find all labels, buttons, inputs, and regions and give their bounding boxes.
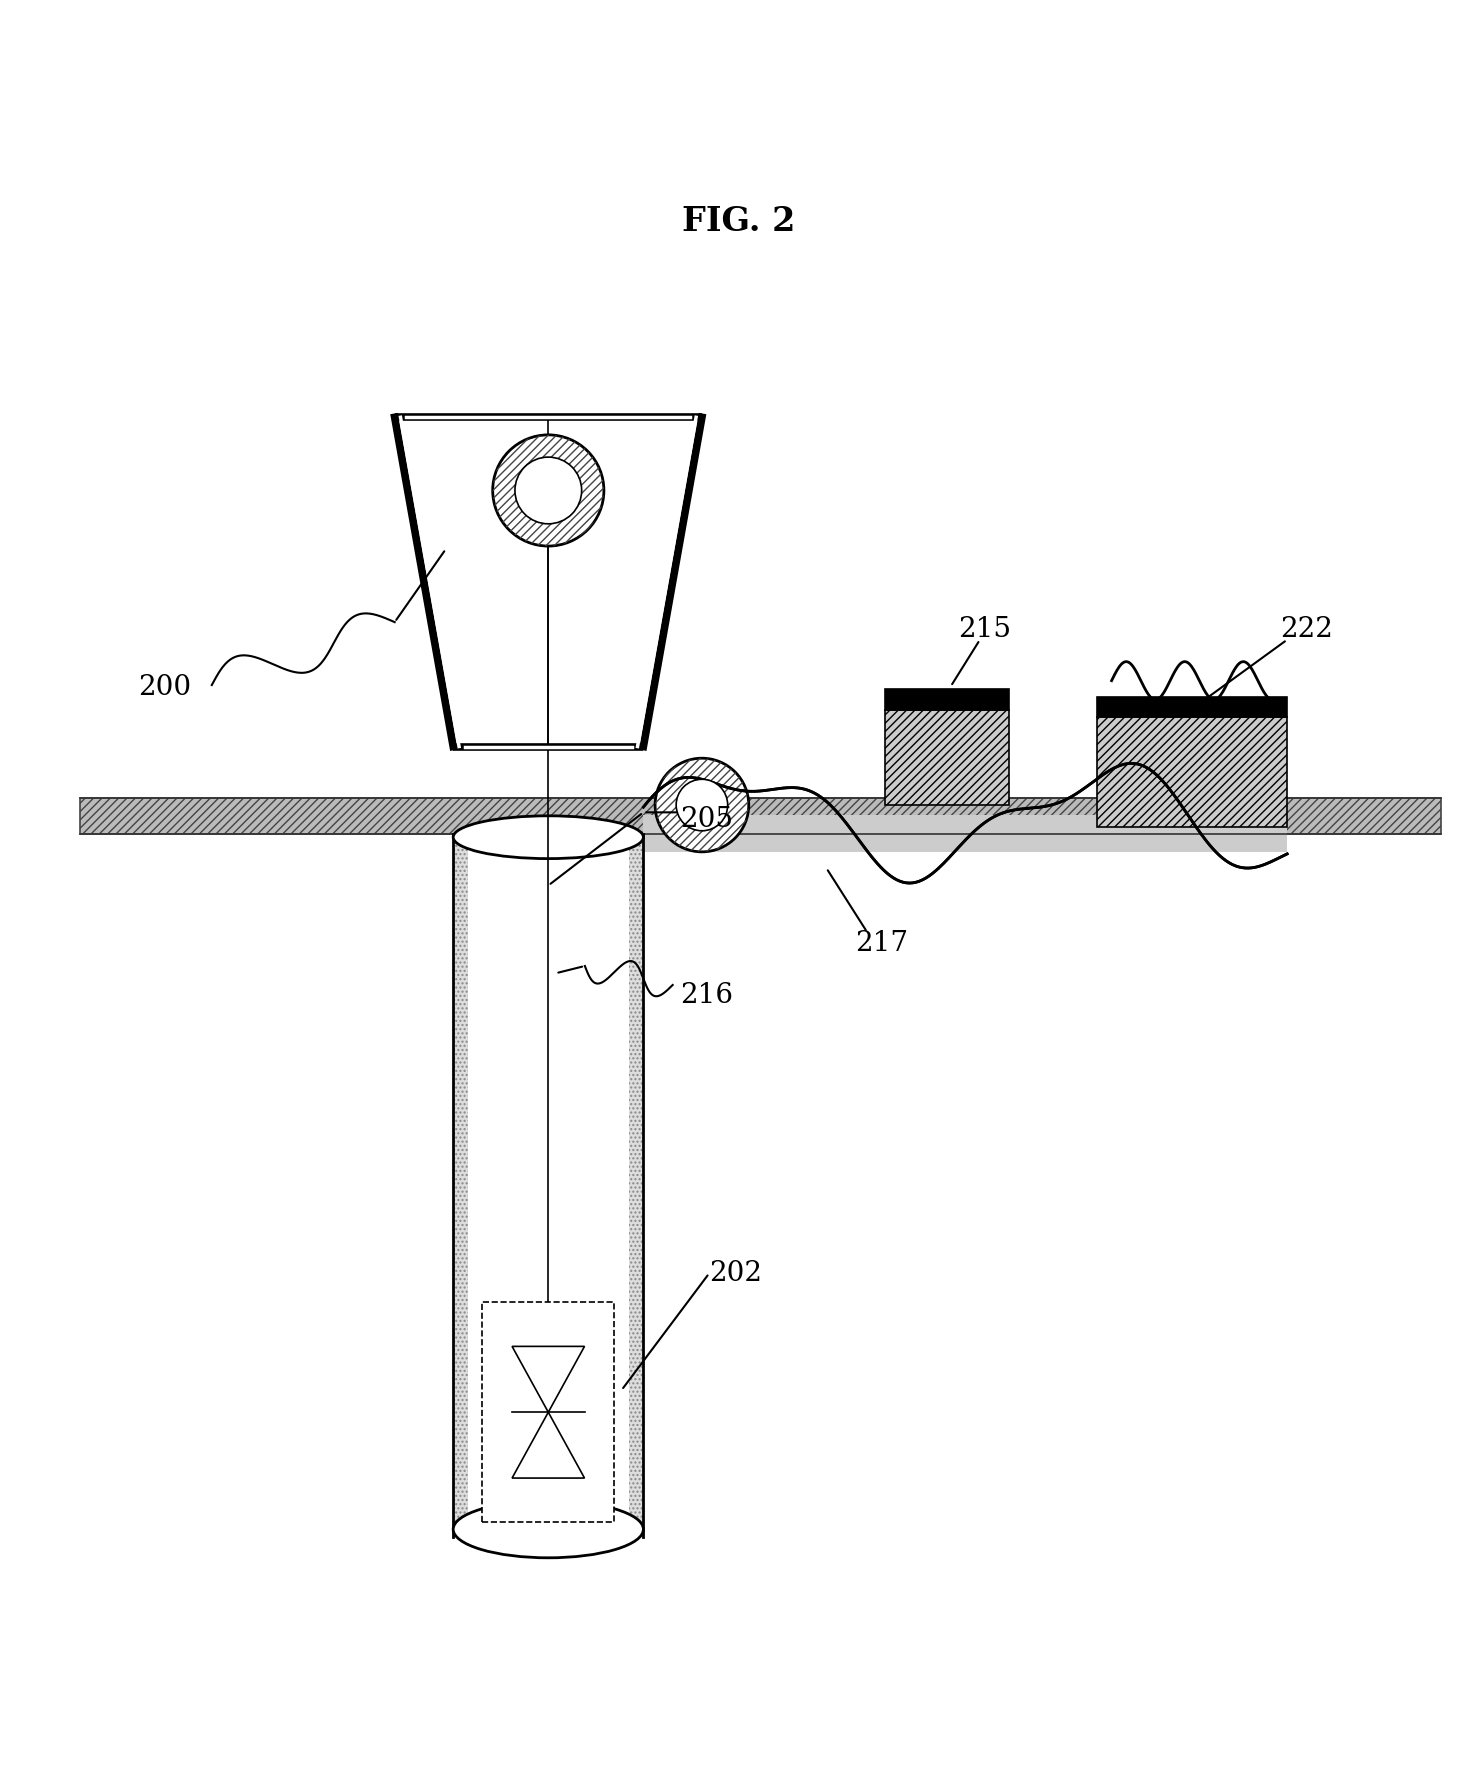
Bar bbox=[644, 815, 1286, 852]
Text: 222: 222 bbox=[1281, 616, 1332, 643]
Bar bbox=[483, 1302, 614, 1521]
Ellipse shape bbox=[453, 1500, 644, 1558]
Ellipse shape bbox=[676, 779, 728, 831]
Bar bbox=[885, 710, 1009, 806]
Bar bbox=[453, 834, 468, 1537]
Text: 216: 216 bbox=[679, 981, 733, 1008]
Bar bbox=[1097, 696, 1286, 717]
Bar bbox=[80, 797, 1440, 834]
Text: 217: 217 bbox=[855, 930, 908, 958]
Text: 202: 202 bbox=[709, 1259, 762, 1286]
Ellipse shape bbox=[656, 758, 749, 852]
Text: FIG. 2: FIG. 2 bbox=[682, 205, 795, 237]
Polygon shape bbox=[399, 418, 697, 747]
Ellipse shape bbox=[493, 436, 604, 545]
Bar bbox=[885, 689, 1009, 710]
Text: 200: 200 bbox=[139, 675, 192, 701]
Text: 205: 205 bbox=[679, 806, 733, 832]
Ellipse shape bbox=[453, 816, 644, 859]
Bar bbox=[1097, 717, 1286, 827]
Text: 215: 215 bbox=[959, 616, 1010, 643]
Ellipse shape bbox=[515, 457, 582, 524]
Bar bbox=[629, 834, 644, 1537]
